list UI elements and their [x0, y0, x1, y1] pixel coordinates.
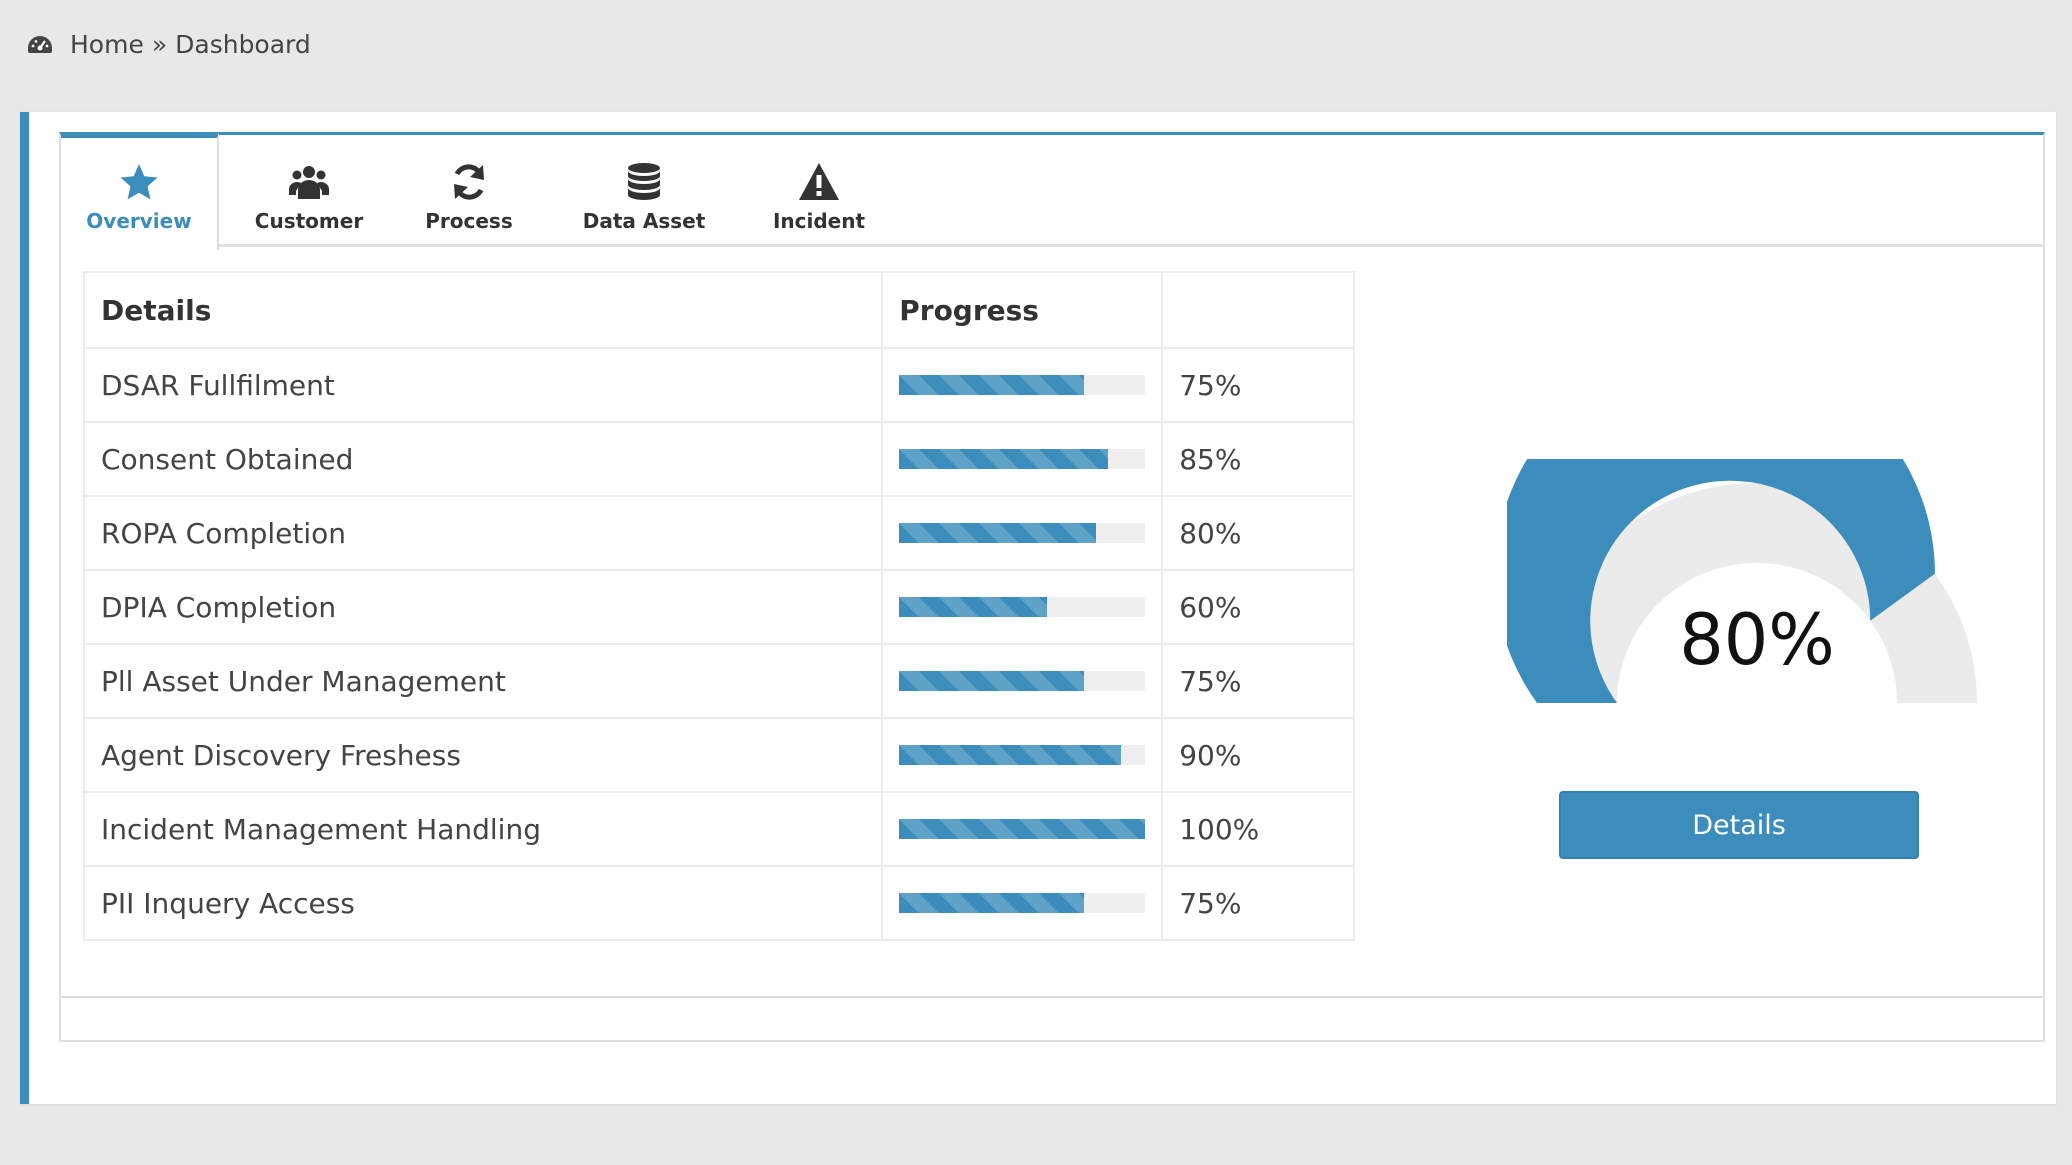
breadcrumb: Home » Dashboard	[26, 30, 311, 59]
row-percent: 85%	[1161, 421, 1355, 497]
table-row: ROPA Completion 80%	[82, 495, 1355, 571]
gauge-fill	[1507, 459, 1935, 703]
progress-bar	[899, 893, 1146, 913]
tab-customer[interactable]: Customer	[239, 135, 379, 247]
progress-table: Details Progress DSAR Fullfilment 75% Cons…	[82, 271, 1355, 941]
tab-overview[interactable]: Overview	[61, 132, 219, 250]
progress-bar-fill	[899, 671, 1084, 691]
row-percent: 100%	[1161, 791, 1355, 867]
table-row: Agent Discovery Freshess 90%	[82, 717, 1355, 793]
table-row: Consent Obtained 85%	[82, 421, 1355, 497]
row-label: Incident Management Handling	[82, 791, 884, 867]
header-details: Details	[82, 271, 884, 349]
progress-bar	[899, 745, 1146, 765]
row-percent: 90%	[1161, 717, 1355, 793]
gauge-chart	[1507, 459, 1977, 703]
progress-bar-fill	[899, 893, 1084, 913]
row-progress-cell	[881, 421, 1164, 497]
row-percent: 75%	[1161, 643, 1355, 719]
tab-process[interactable]: Process	[399, 135, 539, 247]
table-row: Pll Asset Under Management 75%	[82, 643, 1355, 719]
table-row: DPIA Completion 60%	[82, 569, 1355, 645]
row-label: Consent Obtained	[82, 421, 884, 497]
refresh-icon	[454, 164, 484, 200]
table-row: DSAR Fullfilment 75%	[82, 347, 1355, 423]
row-progress-cell	[881, 347, 1164, 423]
tab-box-footer	[59, 998, 2045, 1042]
table-row: Incident Management Handling 100%	[82, 791, 1355, 867]
row-percent: 75%	[1161, 865, 1355, 941]
tab-bar: Overview Customer	[61, 132, 2043, 250]
table-row: PII Inquery Access 75%	[82, 865, 1355, 941]
users-icon	[289, 166, 329, 199]
warning-icon	[799, 163, 839, 200]
progress-bar	[899, 819, 1146, 839]
star-icon	[120, 164, 158, 200]
row-percent: 60%	[1161, 569, 1355, 645]
gauge: 80%	[1507, 459, 2007, 839]
row-percent: 80%	[1161, 495, 1355, 571]
row-label: DSAR Fullfilment	[82, 347, 884, 423]
tab-data-asset-label: Data Asset	[582, 209, 706, 233]
tab-overview-label: Overview	[86, 209, 192, 233]
row-label: PII Inquery Access	[82, 865, 884, 941]
progress-bar-fill	[899, 449, 1109, 469]
row-label: ROPA Completion	[82, 495, 884, 571]
tab-data-asset[interactable]: Data Asset	[559, 135, 729, 247]
progress-bar	[899, 523, 1146, 543]
row-progress-cell	[881, 791, 1164, 867]
breadcrumb-separator: »	[151, 30, 168, 59]
row-label: DPIA Completion	[82, 569, 884, 645]
header-progress: Progress	[881, 271, 1164, 349]
progress-bar-fill	[899, 597, 1047, 617]
database-icon	[628, 163, 660, 200]
row-progress-cell	[881, 717, 1164, 793]
details-button[interactable]: Details	[1559, 791, 1919, 859]
row-percent: 75%	[1161, 347, 1355, 423]
main-panel: Overview Customer	[20, 112, 2056, 1104]
row-label: Pll Asset Under Management	[82, 643, 884, 719]
row-label: Agent Discovery Freshess	[82, 717, 884, 793]
tab-incident-label: Incident	[772, 209, 866, 233]
breadcrumb-home-link[interactable]: Home	[70, 30, 144, 59]
row-progress-cell	[881, 495, 1164, 571]
progress-bar	[899, 375, 1146, 395]
dashboard-icon	[28, 35, 52, 53]
row-progress-cell	[881, 643, 1164, 719]
progress-bar	[899, 597, 1146, 617]
gauge-value: 80%	[1679, 599, 1835, 681]
progress-bar-fill	[899, 819, 1146, 839]
tab-process-label: Process	[425, 209, 513, 233]
progress-bar	[899, 671, 1146, 691]
progress-bar-fill	[899, 523, 1097, 543]
row-progress-cell	[881, 865, 1164, 941]
progress-bar-fill	[899, 375, 1084, 395]
tab-incident[interactable]: Incident	[749, 135, 889, 247]
breadcrumb-current: Dashboard	[175, 30, 311, 59]
table-header-row: Details Progress	[82, 271, 1355, 349]
tab-customer-label: Customer	[254, 209, 364, 233]
progress-bar-fill	[899, 745, 1121, 765]
row-progress-cell	[881, 569, 1164, 645]
header-value	[1161, 271, 1355, 349]
tab-box: Overview Customer	[59, 132, 2045, 998]
progress-bar	[899, 449, 1146, 469]
